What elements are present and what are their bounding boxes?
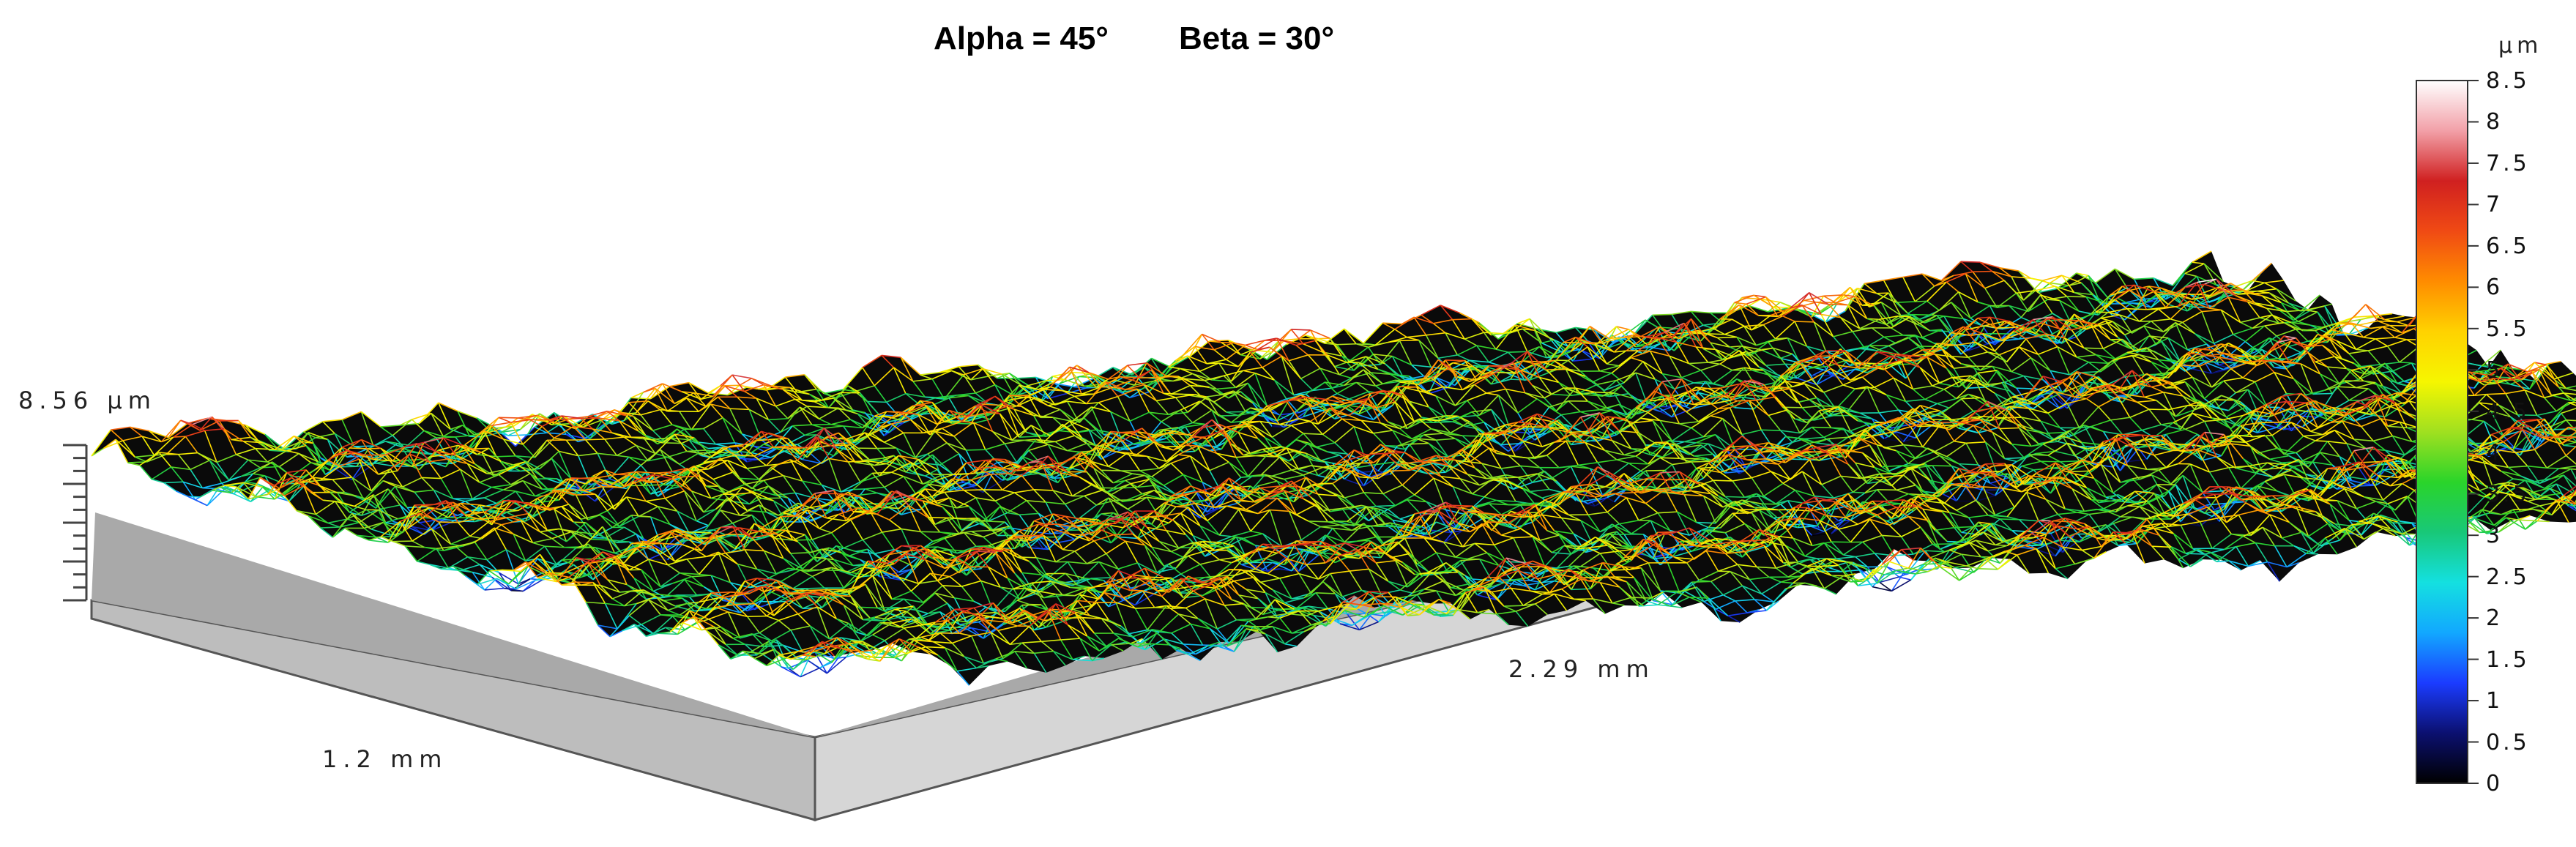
colorbar-tick-label: 3.5 — [2486, 481, 2530, 507]
colorbar-tick-label: 2 — [2486, 605, 2504, 632]
colorbar-tick-label: 4 — [2486, 440, 2504, 466]
colorbar-tick-label: 7.5 — [2486, 150, 2530, 176]
length-axis-label: 2.29 mm — [1508, 655, 1655, 683]
colorbar-tick-label: 8.5 — [2486, 68, 2530, 94]
width-axis-label: 1.2 mm — [322, 745, 448, 773]
colorbar-tick-label: 6.5 — [2486, 233, 2530, 259]
colorbar-tick-label: 1 — [2486, 688, 2504, 714]
colorbar — [2416, 80, 2479, 784]
surface-wireframe-mesh — [91, 250, 2576, 686]
colorbar-tick-label: 0.5 — [2486, 729, 2530, 755]
height-scale-ruler — [63, 444, 88, 602]
colorbar-tick-label: 2.5 — [2486, 564, 2530, 590]
colorbar-tick-label: 5.5 — [2486, 316, 2530, 342]
colorbar-tick-label: 3 — [2486, 523, 2504, 549]
colorbar-tick-label: 7 — [2486, 192, 2504, 218]
colorbar-tick-label: 0 — [2486, 771, 2504, 796]
alpha-angle-label: Alpha = 45° — [934, 20, 1109, 56]
colorbar-tick-label: 8 — [2486, 109, 2504, 135]
colorbar-tick-label: 4.5 — [2486, 398, 2530, 425]
colorbar-tick-label: 5 — [2486, 357, 2504, 384]
colorbar-tick-label: 1.5 — [2486, 646, 2530, 673]
colorbar-tick-label: 6 — [2486, 275, 2504, 301]
colorbar-unit-label: µm — [2498, 33, 2543, 59]
beta-angle-label: Beta = 30° — [1179, 20, 1335, 56]
height-axis-label: 8.56 µm — [18, 387, 157, 414]
colorbar-gradient — [2416, 80, 2468, 784]
